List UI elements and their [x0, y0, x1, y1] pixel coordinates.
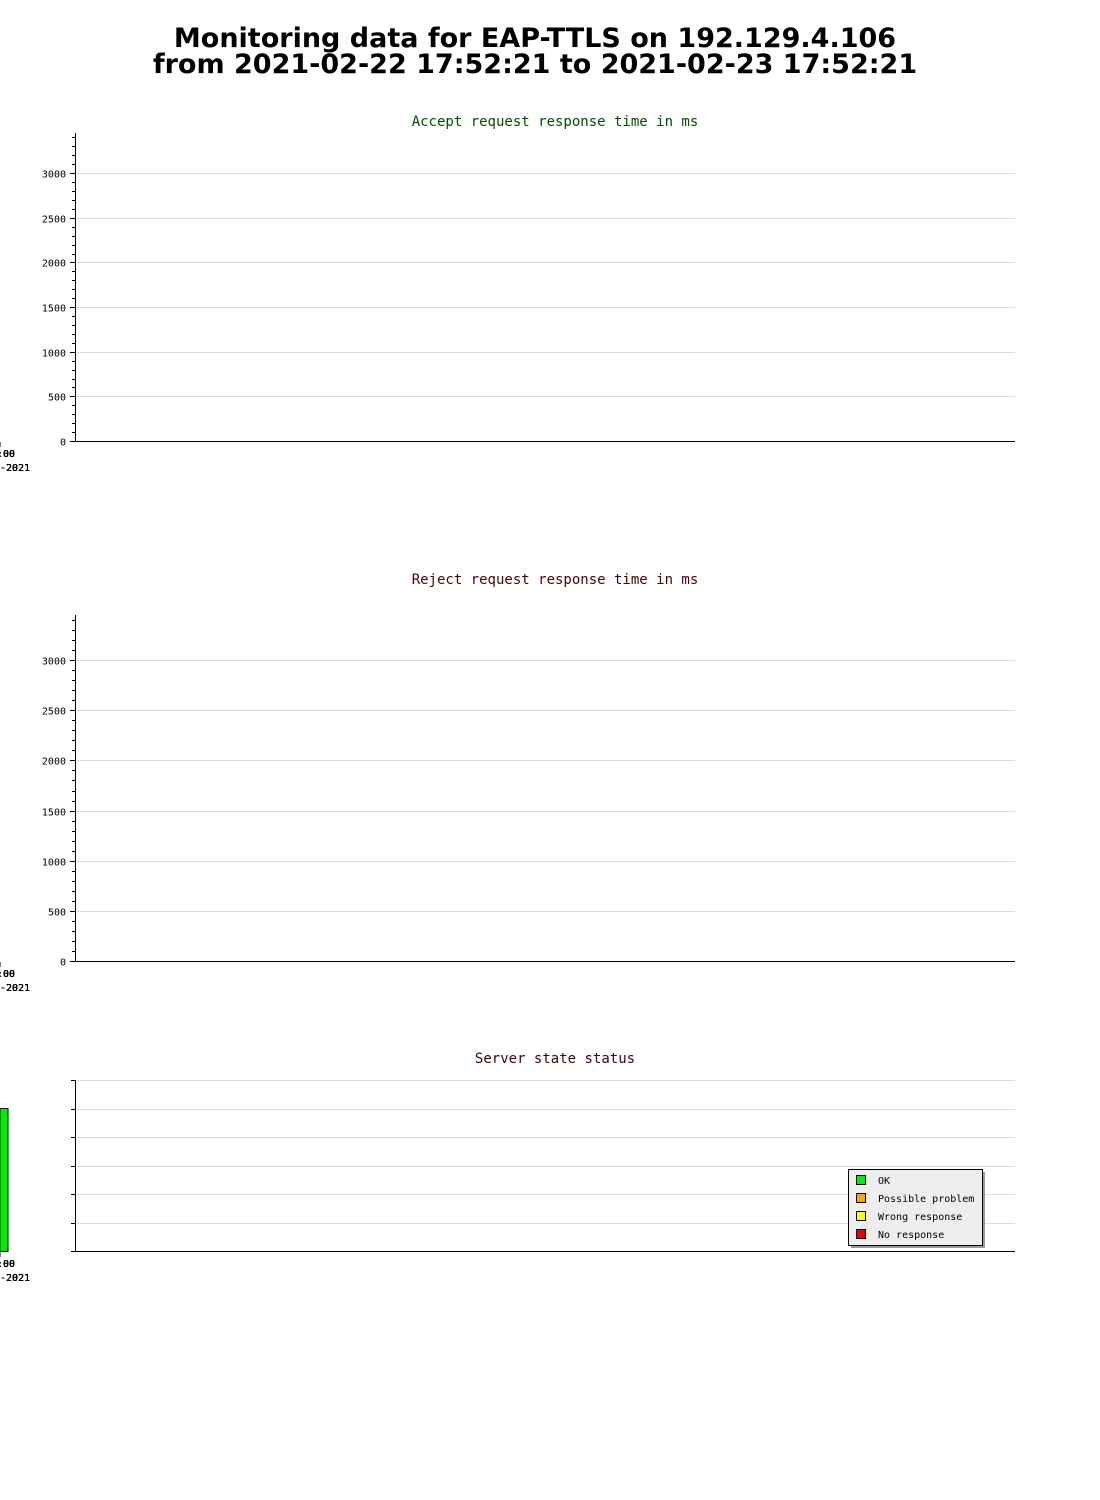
x-tick-label-date: 22-02-2021 [0, 463, 30, 474]
x-tick-label-time: 21:00 [0, 1259, 15, 1270]
page-title: Monitoring data for EAP-TTLS on 192.129.… [0, 23, 1070, 80]
x-tick-label-date: 23-02-2021 [0, 463, 30, 474]
x-tick-label-time: 12:00 [0, 1259, 15, 1270]
x-tick-label-date: 23-02-2021 [0, 1273, 30, 1284]
y-tick-label: 0 [60, 438, 66, 449]
x-tick-label-time: 15:00 [0, 1259, 15, 1270]
x-tick-label-time: 18:00 [0, 1259, 15, 1270]
x-tick-label-date: 22-02-2021 [0, 983, 30, 994]
x-tick-label-date: 23-02-2021 [0, 983, 30, 994]
x-tick-label-date: 23-02-2021 [0, 983, 30, 994]
x-tick-label-date: 23-02-2021 [0, 1273, 30, 1284]
legend-swatch-ok [856, 1175, 866, 1185]
x-tick-label-time: 00:00 [0, 449, 15, 460]
y-tick-label: 2500 [42, 215, 66, 226]
x-tick-label-date: 22-02-2021 [0, 983, 30, 994]
chart-title: Accept request response time in ms [412, 114, 699, 130]
page-title-line-1: Monitoring data for EAP-TTLS on 192.129.… [173, 23, 897, 54]
y-tick-label: 3000 [42, 657, 66, 668]
legend [848, 1169, 983, 1246]
chart-3: Server state status 18:00 22-02-2021 21:00 2… [0, 1051, 1015, 1284]
chart-1: Accept request response time in ms 0 500 10… [0, 114, 1015, 474]
chart-title: Reject request response time in ms [412, 572, 699, 588]
x-tick-label-time: 21:00 [0, 969, 15, 980]
x-tick-label-date: 22-02-2021 [0, 463, 30, 474]
y-tick-label: 2000 [42, 757, 66, 768]
x-tick-label-time: 06:00 [0, 1259, 15, 1270]
x-tick-label-date: 23-02-2021 [0, 983, 30, 994]
y-tick-label: 3000 [42, 170, 66, 181]
legend-label: No response [878, 1230, 944, 1241]
page-title-line-2: from 2021-02-22 17:52:21 to 2021-02-23 1… [152, 49, 918, 80]
chart-2: Reject request response time in ms 0 500 10… [0, 572, 1015, 994]
x-tick-label-time: 18:00 [0, 969, 15, 980]
y-tick-label: 500 [48, 393, 66, 404]
x-tick-label-date: 23-02-2021 [0, 463, 30, 474]
y-tick-label: 2000 [42, 259, 66, 270]
legend-label: Possible problem [878, 1194, 974, 1205]
y-tick-label: 1000 [42, 858, 66, 869]
x-tick-label-date: 23-02-2021 [0, 1273, 30, 1284]
legend-swatch-possible-problem [856, 1193, 866, 1203]
x-tick-label-date: 23-02-2021 [0, 463, 30, 474]
x-tick-label-date: 23-02-2021 [0, 463, 30, 474]
y-tick-label: 1500 [42, 304, 66, 315]
y-tick-label: 1500 [42, 808, 66, 819]
status-bar [0, 1108, 9, 1252]
x-tick-label-time: 15:00 [0, 449, 15, 460]
legend-label: Wrong response [878, 1212, 962, 1223]
x-tick-label-date: 23-02-2021 [0, 983, 30, 994]
legend-swatch-wrong-response [856, 1211, 866, 1221]
x-tick-label-time: 03:00 [0, 449, 15, 460]
x-tick-label-time: 00:00 [0, 1259, 15, 1270]
x-tick-label-time: 12:00 [0, 449, 15, 460]
legend-swatch-no-response [856, 1229, 866, 1239]
y-tick-label: 1000 [42, 349, 66, 360]
y-tick-label: 2500 [42, 707, 66, 718]
x-tick-label-time: 12:00 [0, 969, 15, 980]
x-tick-label-date: 23-02-2021 [0, 1273, 30, 1284]
x-tick-label-time: 15:00 [0, 969, 15, 980]
x-tick-label-time: 06:00 [0, 969, 15, 980]
x-tick-label-date: 23-02-2021 [0, 983, 30, 994]
x-tick-label-time: 09:00 [0, 969, 15, 980]
x-tick-label-time: 03:00 [0, 969, 15, 980]
x-tick-label-time: 03:00 [0, 1259, 15, 1270]
x-tick-label-date: 23-02-2021 [0, 983, 30, 994]
y-tick-label: 0 [60, 958, 66, 969]
x-tick-label-time: 09:00 [0, 1259, 15, 1270]
x-tick-label-date: 22-02-2021 [0, 1273, 30, 1284]
x-tick-label-time: 06:00 [0, 449, 15, 460]
legend-label: OK [878, 1176, 890, 1187]
x-tick-label-date: 23-02-2021 [0, 1273, 30, 1284]
x-tick-label-date: 23-02-2021 [0, 463, 30, 474]
x-tick-label-time: 21:00 [0, 449, 15, 460]
x-tick-label-date: 23-02-2021 [0, 1273, 30, 1284]
x-tick-label-date: 23-02-2021 [0, 463, 30, 474]
chart-title: Server state status [475, 1051, 635, 1067]
y-tick-label: 500 [48, 908, 66, 919]
x-tick-label-time: 00:00 [0, 969, 15, 980]
x-tick-label-time: 09:00 [0, 449, 15, 460]
x-tick-label-time: 18:00 [0, 449, 15, 460]
x-tick-label-date: 22-02-2021 [0, 1273, 30, 1284]
